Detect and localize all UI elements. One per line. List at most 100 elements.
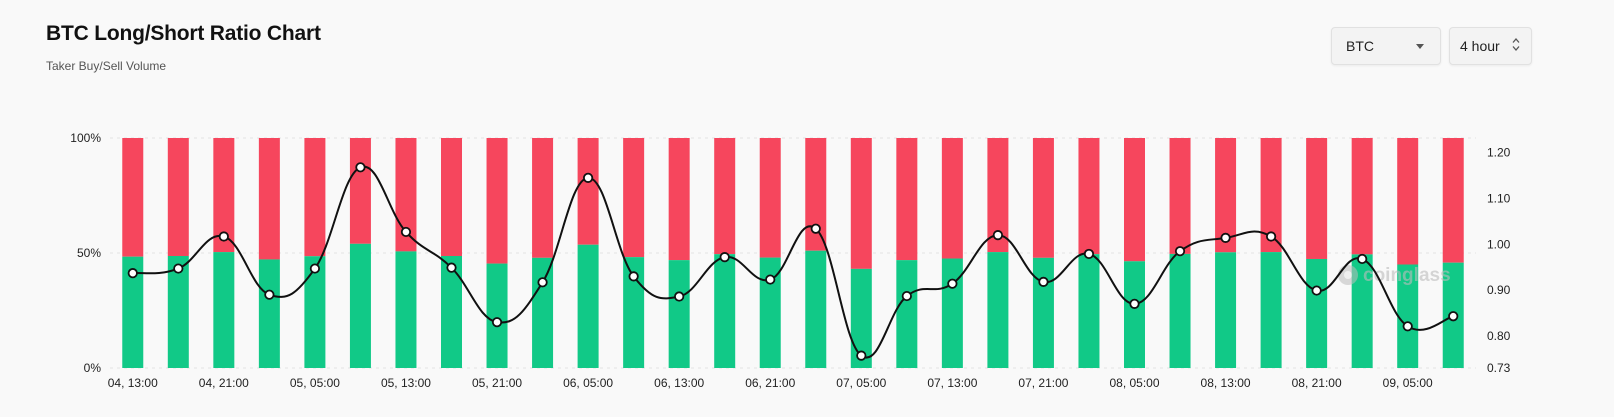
long-bar bbox=[805, 250, 827, 368]
coin-select[interactable]: BTC bbox=[1331, 27, 1441, 65]
long-bar bbox=[1078, 254, 1100, 368]
ratio-point bbox=[355, 162, 366, 173]
long-bar bbox=[1124, 261, 1145, 368]
long-bar bbox=[577, 244, 599, 368]
ratio-point bbox=[537, 277, 548, 288]
ratio-point bbox=[446, 262, 457, 273]
x-axis-tick-label: 04, 21:00 bbox=[199, 376, 249, 390]
x-axis-tick-label: 06, 13:00 bbox=[654, 376, 704, 390]
right-axis-tick-label: 1.00 bbox=[1487, 237, 1511, 251]
short-bar bbox=[1032, 138, 1054, 258]
x-axis-tick-label: 05, 21:00 bbox=[472, 376, 522, 390]
ratio-point bbox=[1174, 246, 1186, 257]
coin-select-value: BTC bbox=[1346, 38, 1374, 54]
ratio-point bbox=[901, 290, 912, 302]
long-bar bbox=[441, 255, 462, 368]
updown-chevron-icon bbox=[1512, 38, 1520, 51]
interval-select-value: 4 hour bbox=[1460, 38, 1500, 54]
short-bar bbox=[1351, 138, 1373, 255]
short-bar bbox=[1442, 138, 1464, 263]
short-bar bbox=[577, 138, 599, 245]
long-bar bbox=[1351, 254, 1373, 368]
x-axis-tick-label: 05, 13:00 bbox=[381, 376, 431, 390]
ratio-point bbox=[400, 226, 412, 238]
right-axis-tick-label: 0.73 bbox=[1487, 361, 1511, 375]
ratio-point bbox=[582, 172, 594, 183]
short-bar bbox=[258, 138, 280, 260]
short-bar bbox=[486, 138, 508, 264]
short-bar bbox=[668, 138, 690, 261]
long-bar bbox=[1306, 258, 1328, 368]
watermark: coinglass bbox=[1338, 265, 1451, 286]
short-bar bbox=[850, 138, 872, 269]
ratio-point bbox=[1448, 311, 1459, 322]
short-bar bbox=[896, 138, 918, 261]
watermark-text: coinglass bbox=[1363, 265, 1451, 286]
ratio-point bbox=[127, 268, 138, 279]
short-bar bbox=[1215, 138, 1237, 253]
x-axis-tick-label: 06, 21:00 bbox=[745, 376, 795, 390]
short-bar bbox=[1078, 138, 1100, 255]
long-bar bbox=[896, 260, 918, 368]
short-bar bbox=[1397, 138, 1419, 265]
right-axis-tick-label: 0.80 bbox=[1487, 329, 1511, 343]
long-bar bbox=[349, 243, 371, 368]
ratio-point bbox=[1129, 298, 1140, 309]
short-bar bbox=[623, 138, 645, 258]
ratio-point bbox=[947, 278, 958, 289]
ratio-line bbox=[127, 162, 1459, 361]
short-bar bbox=[304, 138, 326, 257]
ratio-point bbox=[1038, 276, 1049, 287]
short-bar bbox=[759, 138, 781, 258]
ratio-point bbox=[1402, 321, 1413, 332]
ratio-point bbox=[628, 271, 639, 282]
ratio-point bbox=[491, 317, 503, 328]
long-bar bbox=[668, 260, 690, 368]
x-axis-tick-label: 07, 21:00 bbox=[1018, 376, 1068, 390]
interval-select[interactable]: 4 hour bbox=[1449, 27, 1532, 65]
x-axis-tick-label: 05, 05:00 bbox=[290, 376, 340, 390]
short-bar bbox=[213, 138, 235, 253]
right-axis: 0.73 0.80 0.90 1.00 1.10 1.20 bbox=[1487, 146, 1511, 375]
left-axis: 0% 50% 100% bbox=[70, 131, 101, 375]
ratio-point bbox=[173, 263, 184, 274]
long-bar bbox=[532, 257, 554, 368]
x-axis-tick-label: 09, 05:00 bbox=[1383, 376, 1433, 390]
ratio-point bbox=[309, 263, 320, 274]
ratio-point bbox=[1266, 231, 1277, 242]
left-axis-tick-label: 0% bbox=[84, 361, 102, 375]
ratio-point bbox=[810, 223, 821, 234]
short-bar bbox=[805, 138, 827, 251]
long-bar bbox=[987, 252, 1009, 368]
long-bar bbox=[486, 263, 508, 368]
x-axis-tick-label: 08, 13:00 bbox=[1201, 376, 1251, 390]
ratio-point bbox=[992, 230, 1004, 241]
right-axis-tick-label: 1.20 bbox=[1487, 146, 1511, 160]
page-subtitle: Taker Buy/Sell Volume bbox=[46, 59, 167, 73]
short-bar bbox=[1306, 138, 1328, 259]
long-bar bbox=[714, 254, 736, 368]
x-axis-tick-label: 08, 21:00 bbox=[1292, 376, 1342, 390]
short-bar bbox=[1124, 138, 1145, 262]
long-bar bbox=[1260, 252, 1282, 368]
long-bar bbox=[623, 257, 645, 368]
long-bar bbox=[1032, 257, 1054, 368]
long-bar bbox=[759, 257, 781, 368]
chevron-down-icon bbox=[1416, 44, 1424, 49]
short-bar bbox=[532, 138, 554, 258]
long-bar bbox=[941, 258, 963, 368]
ratio-point bbox=[264, 289, 275, 300]
short-bar bbox=[122, 138, 144, 257]
x-axis-tick-label: 08, 05:00 bbox=[1109, 376, 1159, 390]
short-bar bbox=[349, 138, 371, 244]
short-bar bbox=[1169, 138, 1191, 254]
left-axis-tick-label: 100% bbox=[70, 131, 101, 145]
short-bar bbox=[167, 138, 189, 256]
left-axis-tick-label: 50% bbox=[77, 246, 101, 260]
ratio-point bbox=[1083, 248, 1095, 260]
long-bar bbox=[850, 268, 872, 368]
ratio-point bbox=[674, 291, 685, 302]
short-bar bbox=[1260, 138, 1282, 253]
ratio-point bbox=[719, 252, 730, 263]
ratio-point bbox=[218, 231, 229, 242]
